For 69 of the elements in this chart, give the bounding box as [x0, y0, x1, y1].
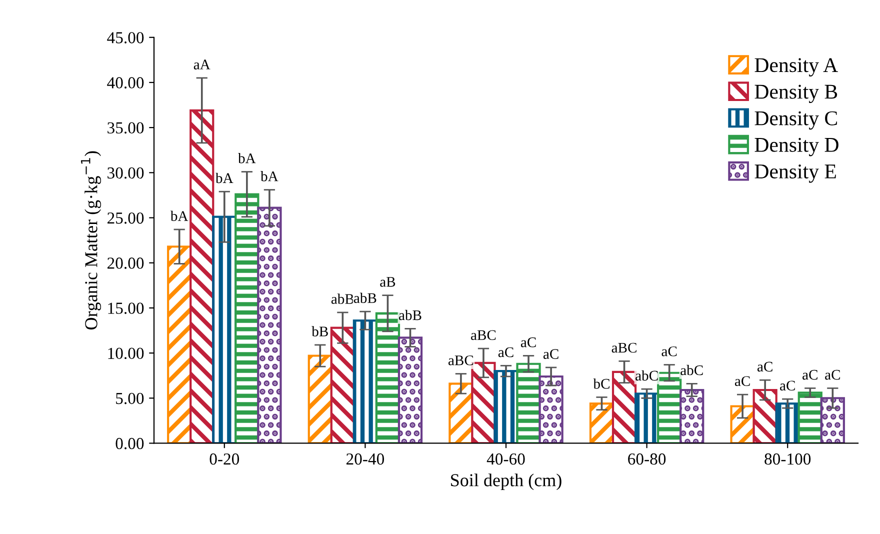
y-axis-title: Organic Matter (g·kg$^{−1}$)	[81, 151, 102, 330]
bar	[330, 326, 355, 444]
y-tick-label: 15.00	[108, 302, 144, 314]
y-tick-label: 25.00	[108, 212, 144, 224]
bar	[257, 206, 282, 444]
y-tick-label: 40.00	[107, 77, 144, 88]
data-label: bA	[260, 171, 278, 182]
data-label: bA	[215, 172, 234, 184]
x-tick-label: 80-100	[764, 453, 811, 465]
bar	[798, 392, 822, 444]
bar	[538, 375, 564, 444]
data-label: abB	[354, 292, 376, 304]
legend-label: Density B	[754, 84, 838, 104]
bar	[375, 312, 400, 444]
data-label: aC	[780, 380, 795, 391]
legend-label: Density A	[754, 58, 838, 76]
data-label: abB	[399, 310, 422, 320]
bar	[680, 388, 704, 444]
bar	[448, 382, 474, 444]
data-label: aBC	[448, 355, 474, 366]
bar	[308, 354, 332, 444]
bar	[775, 402, 800, 444]
data-label: aC	[498, 347, 514, 358]
y-tick-label: 20.00	[108, 258, 144, 269]
data-label: aBC	[471, 330, 496, 340]
data-label: abC	[636, 370, 658, 381]
data-label: bA	[170, 210, 188, 221]
data-label: aC	[802, 370, 818, 380]
bar	[820, 397, 845, 444]
y-tick-label: 5.00	[116, 392, 144, 404]
y-tick-label: 30.00	[108, 167, 144, 179]
bar	[234, 193, 260, 444]
x-tick-label: 20-40	[346, 453, 384, 465]
bar	[612, 370, 637, 444]
data-label: aC	[757, 362, 772, 372]
bar	[657, 372, 682, 444]
data-label: aC	[662, 346, 677, 356]
y-tick-label: 35.00	[108, 122, 144, 134]
data-label: aBC	[612, 342, 636, 353]
data-label: aA	[194, 60, 210, 70]
data-label: aC	[543, 349, 558, 359]
data-label: abC	[680, 364, 703, 376]
bar	[398, 336, 423, 444]
x-tick-label: 0-20	[210, 453, 240, 465]
x-tick-label: 40-60	[486, 453, 525, 465]
data-label: aC	[734, 376, 750, 386]
data-label: bC	[593, 378, 610, 389]
y-tick-label: 10.00	[108, 348, 144, 360]
data-label: aC	[520, 337, 536, 348]
bar	[752, 388, 778, 444]
legend-label: Density E	[754, 164, 836, 183]
data-label: aC	[825, 370, 840, 380]
legend-label: Density D	[754, 138, 838, 156]
data-label: bB	[312, 326, 328, 336]
bar	[167, 246, 192, 444]
bar	[730, 405, 755, 444]
bar	[212, 216, 237, 444]
data-label: bA	[238, 152, 256, 164]
bar	[516, 362, 541, 444]
x-tick-label: 60-80	[628, 453, 666, 465]
x-axis-title: Soil depth (cm)	[451, 474, 562, 490]
data-label: abB	[331, 294, 354, 304]
bar	[634, 392, 660, 444]
bar	[190, 109, 214, 444]
bar	[494, 370, 518, 444]
legend-label: Density C	[754, 111, 837, 130]
y-tick-label: 45.00	[107, 32, 144, 44]
y-tick-label: 0.00	[116, 438, 144, 450]
data-label: aB	[380, 277, 396, 287]
